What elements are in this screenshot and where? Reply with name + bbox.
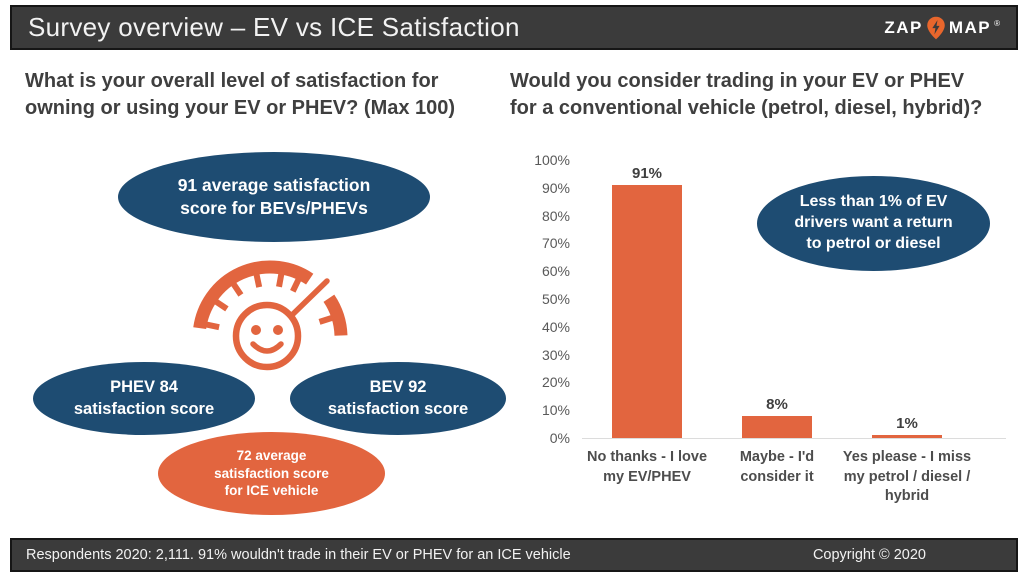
y-tick-label: 40%: [541, 318, 570, 335]
bar-slot: 1%: [842, 160, 972, 438]
less-than-1pct-callout-bubble: Less than 1% of EV drivers want a return…: [757, 176, 990, 271]
lightning-map-pin-icon: [927, 16, 945, 39]
registered-mark: ®: [994, 18, 1000, 28]
y-tick-label: 60%: [541, 263, 570, 280]
ice-average-score-bubble: 72 average satisfaction score for ICE ve…: [158, 432, 385, 515]
bar: [872, 435, 942, 438]
y-tick-label: 30%: [541, 346, 570, 363]
y-tick-label: 20%: [541, 374, 570, 391]
bar-value-label: 91%: [631, 165, 663, 183]
y-tick-label: 0%: [549, 430, 570, 446]
y-tick-label: 70%: [541, 235, 570, 252]
bar-value-label: 8%: [766, 395, 788, 413]
bev-phev-average-score-bubble: 91 average satisfaction score for BEVs/P…: [118, 152, 430, 242]
x-tick-label: No thanks - I love my EV/PHEV: [586, 449, 708, 485]
y-tick-label: 10%: [541, 402, 570, 419]
logo-text-zap: ZAP: [884, 17, 923, 37]
footer-bar: Respondents 2020: 2,111. 91% wouldn't tr…: [10, 538, 1018, 572]
bev-score-bubble: BEV 92 satisfaction score: [290, 362, 506, 435]
bar: [742, 415, 812, 438]
bar-slot: 91%: [582, 160, 712, 438]
bar-value-label: 1%: [896, 415, 918, 433]
left-question-heading: What is your overall level of satisfacti…: [25, 70, 456, 119]
copyright-text: Copyright © 2020: [812, 547, 926, 563]
satisfaction-gauge-smiley-icon: [193, 260, 348, 371]
y-tick-label: 80%: [541, 207, 570, 224]
y-tick-label: 90%: [541, 179, 570, 196]
logo-text-map: MAP: [948, 17, 992, 37]
zapmap-logo: ZAP MAP ®: [884, 15, 1000, 41]
y-axis: 0% 10% 20% 30% 40% 50% 60% 70% 80% 90% 100%: [505, 152, 570, 446]
bar: [612, 185, 682, 438]
y-tick-label: 100%: [534, 152, 570, 168]
x-tick-label: Maybe - I'd consider it: [739, 449, 815, 485]
x-axis-labels: No thanks - I love my EV/PHEV Maybe - I'd…: [582, 448, 972, 518]
slide-title: Survey overview – EV vs ICE Satisfaction: [28, 12, 520, 42]
y-tick-label: 50%: [541, 291, 570, 307]
title-bar: Survey overview – EV vs ICE Satisfaction…: [10, 5, 1018, 50]
phev-score-bubble: PHEV 84 satisfaction score: [33, 362, 255, 435]
right-question-heading: Would you consider trading in your EV or…: [510, 70, 983, 119]
bar-plot: 91% 8% 1%: [582, 160, 1006, 439]
respondents-note: Respondents 2020: 2,111. 91% wouldn't tr…: [26, 547, 571, 563]
x-tick-label: Yes please - I miss my petrol / diesel /…: [842, 449, 972, 505]
bar-slot: 8%: [712, 160, 842, 438]
